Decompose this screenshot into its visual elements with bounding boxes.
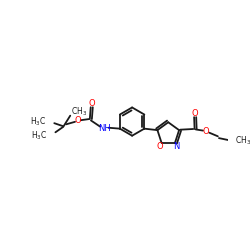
Text: CH$_3$: CH$_3$ (235, 134, 250, 147)
Text: NH: NH (98, 124, 111, 133)
Text: CH$_3$: CH$_3$ (71, 106, 88, 118)
Text: H$_3$C: H$_3$C (31, 130, 48, 142)
Text: O: O (192, 109, 198, 118)
Text: O: O (75, 116, 81, 125)
Text: O: O (88, 99, 95, 108)
Text: O: O (203, 127, 209, 136)
Text: H$_3$C: H$_3$C (30, 115, 46, 128)
Text: N: N (173, 142, 180, 152)
Text: O: O (157, 142, 164, 152)
